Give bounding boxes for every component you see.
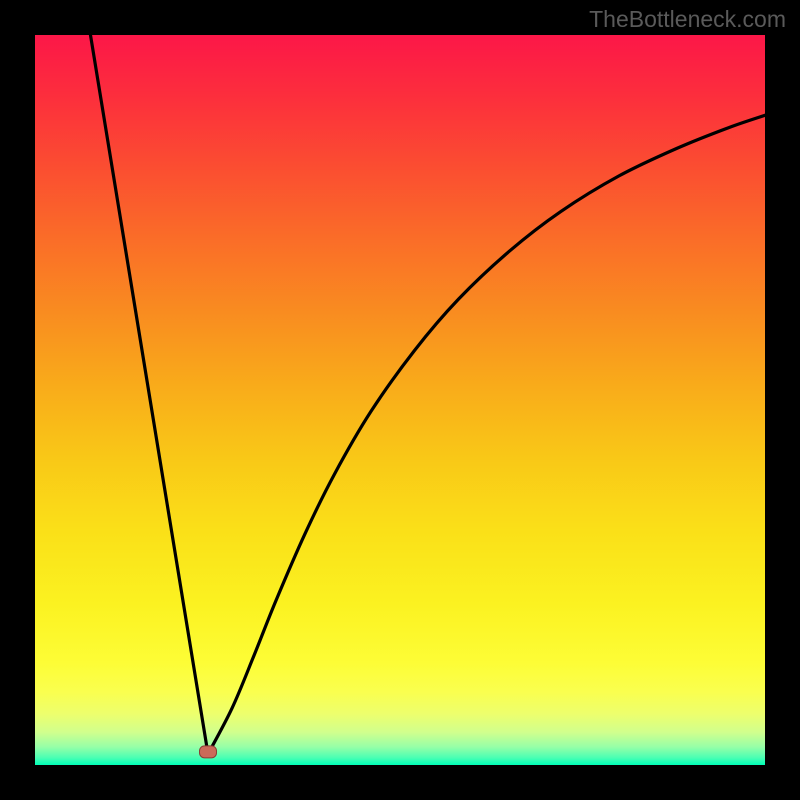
plot-area bbox=[35, 35, 765, 765]
watermark-text: TheBottleneck.com bbox=[589, 6, 786, 33]
figure-frame: TheBottleneck.com bbox=[0, 0, 800, 800]
vertex-marker bbox=[200, 746, 217, 758]
gradient-background bbox=[35, 35, 765, 765]
